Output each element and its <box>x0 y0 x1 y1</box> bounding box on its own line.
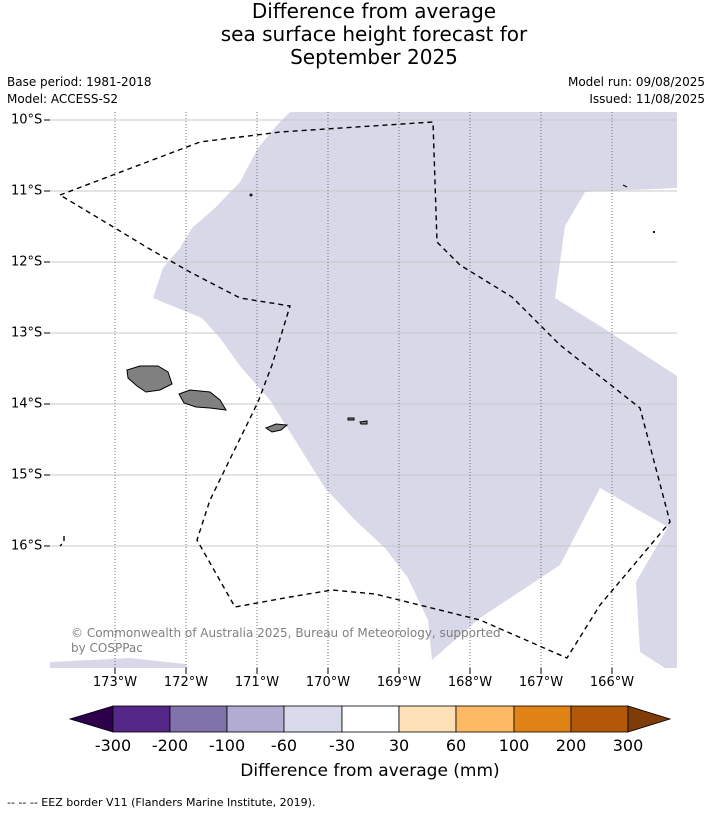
base-period: Base period: 1981-2018 <box>7 75 152 89</box>
colorbar-bin-6 <box>398 705 457 733</box>
lon-label-171w: 171°W <box>234 675 280 690</box>
map-plot-area <box>50 112 677 668</box>
colorbar-tick-label: -60 <box>270 736 298 755</box>
copyright-line-1: © Commonwealth of Australia 2025, Bureau… <box>71 626 501 640</box>
lon-label-168w: 168°W <box>447 675 493 690</box>
issued-date: Issued: 11/08/2025 <box>589 92 705 106</box>
eez-footnote: -- -- -- EEZ border V11 (Flanders Marine… <box>7 796 316 809</box>
colorbar <box>68 705 672 733</box>
colorbar-extend-high <box>627 705 672 733</box>
colorbar-tick-label: 60 <box>445 736 467 755</box>
tokelau-atoll <box>622 184 628 188</box>
lat-label-15s: 15°S <box>11 467 43 483</box>
land-masses <box>126 184 656 433</box>
colorbar-tick-label: 200 <box>555 736 587 755</box>
eez-borders <box>58 121 671 659</box>
colorbar-tick-label: -200 <box>151 736 189 755</box>
colorbar-tick-label: 300 <box>612 736 644 755</box>
lat-label-13s: 13°S <box>11 325 43 341</box>
colorbar-bin-2 <box>169 705 228 733</box>
colorbar-tick-label: 100 <box>498 736 530 755</box>
lon-label-170w: 170°W <box>305 675 351 690</box>
colorbar-tick-label: -300 <box>94 736 132 755</box>
swains-island <box>249 193 253 197</box>
colorbar-title: Difference from average (mm) <box>240 761 500 781</box>
ofu-island <box>347 417 355 421</box>
colorbar-tick-label: -30 <box>328 736 356 755</box>
lat-label-16s: 16°S <box>11 538 43 554</box>
lon-label-173w: 173°W <box>92 675 138 690</box>
meta-right: Model run: 09/08/2025 Issued: 11/08/2025 <box>568 74 705 108</box>
colorbar-bin-5 <box>341 705 400 733</box>
title-line-3: September 2025 <box>290 45 458 69</box>
tutuila-island <box>264 423 289 433</box>
savaii-island <box>126 365 173 393</box>
lon-label-167w: 167°W <box>518 675 564 690</box>
title-line-1: Difference from average <box>251 0 497 23</box>
lat-label-11s: 11°S <box>11 183 43 199</box>
lon-label-172w: 172°W <box>163 675 209 690</box>
colorbar-bin-9 <box>570 705 629 733</box>
lat-label-10s: 10°S <box>11 112 43 128</box>
map-title: Difference from average sea surface heig… <box>0 0 713 69</box>
colorbar-bin-7 <box>455 705 515 733</box>
axis-ticks-left <box>44 119 50 547</box>
colorbar-tick-label: 30 <box>388 736 410 755</box>
lon-label-169w: 169°W <box>376 675 422 690</box>
axis-ticks-bottom <box>114 668 613 674</box>
model-run: Model run: 09/08/2025 <box>567 75 705 89</box>
lat-label-12s: 12°S <box>11 254 43 270</box>
meta-left: Base period: 1981-2018 Model: ACCESS-S2 <box>7 74 152 108</box>
model-name: Model: ACCESS-S2 <box>7 92 119 106</box>
upolu-island <box>178 389 227 411</box>
anomaly-region-minus-30-to-minus-60 <box>50 112 677 668</box>
title-line-2: sea surface height forecast for <box>220 22 528 46</box>
tau-island <box>359 420 368 425</box>
colorbar-tick-label: -100 <box>208 736 246 755</box>
eez-border-samoa <box>58 121 671 659</box>
colorbar-bin-1 <box>112 705 171 733</box>
lon-label-166w: 166°W <box>589 675 635 690</box>
lat-label-14s: 14°S <box>11 396 43 412</box>
colorbar-extend-low <box>68 705 114 733</box>
copyright-notice: © Commonwealth of Australia 2025, Bureau… <box>71 626 501 656</box>
copyright-line-2: by COSPPac <box>71 641 143 655</box>
colorbar-bin-3 <box>226 705 285 733</box>
colorbar-bin-4 <box>283 705 343 733</box>
graticule <box>50 119 677 547</box>
eez-border-west <box>59 536 65 547</box>
colorbar-bin-8 <box>513 705 572 733</box>
islet <box>652 230 656 234</box>
